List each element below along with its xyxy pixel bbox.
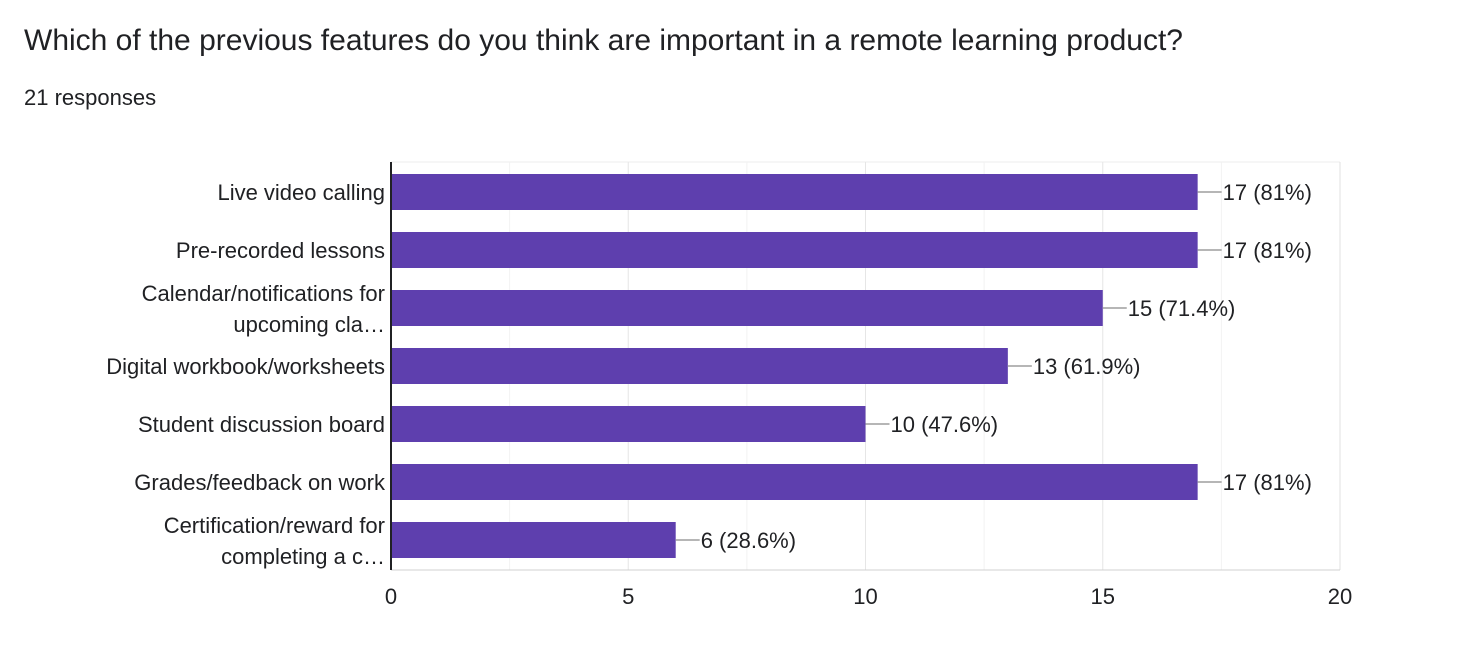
x-tick-label: 0 — [385, 584, 397, 609]
data-label: 13 (61.9%) — [1033, 354, 1141, 379]
category-label: Grades/feedback on work — [134, 470, 386, 495]
category-label: upcoming cla… — [233, 312, 385, 337]
question-title: Which of the previous features do you th… — [24, 24, 1183, 57]
x-tick-label: 15 — [1091, 584, 1115, 609]
data-label: 6 (28.6%) — [701, 528, 796, 553]
bar — [391, 348, 1008, 384]
x-tick-label: 5 — [622, 584, 634, 609]
category-label: completing a c… — [221, 544, 385, 569]
response-count: 21 responses — [24, 85, 157, 110]
bar — [391, 522, 676, 558]
bar — [391, 290, 1103, 326]
category-label: Student discussion board — [138, 412, 385, 437]
data-label: 17 (81%) — [1223, 470, 1312, 495]
x-tick-label: 20 — [1328, 584, 1352, 609]
bar — [391, 464, 1198, 500]
data-label: 17 (81%) — [1223, 180, 1312, 205]
data-label: 17 (81%) — [1223, 238, 1312, 263]
bar — [391, 232, 1198, 268]
x-tick-label: 10 — [853, 584, 877, 609]
bar — [391, 174, 1198, 210]
bar — [391, 406, 866, 442]
category-label: Calendar/notifications for — [142, 281, 385, 306]
data-label: 15 (71.4%) — [1128, 296, 1236, 321]
data-label: 10 (47.6%) — [891, 412, 999, 437]
category-label: Pre-recorded lessons — [176, 238, 385, 263]
category-label: Live video calling — [217, 180, 385, 205]
category-label: Digital workbook/worksheets — [106, 354, 385, 379]
category-label: Certification/reward for — [164, 513, 385, 538]
